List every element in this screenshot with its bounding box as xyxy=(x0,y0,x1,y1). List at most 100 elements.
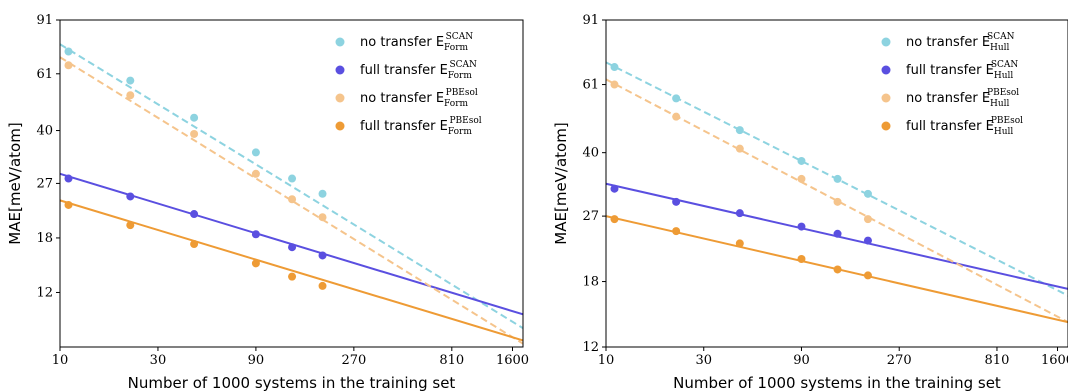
data-point-s2-2 xyxy=(190,129,199,138)
x-tick-label: 270 xyxy=(341,353,366,368)
data-point-s1-2 xyxy=(190,210,199,219)
data-point-s3-2 xyxy=(735,239,744,248)
y-tick-label: 91 xyxy=(36,13,53,28)
legend-marker-3 xyxy=(881,121,891,131)
data-point-s2-1 xyxy=(126,91,135,100)
right-chart-panel: 10 30 90 270 810 1600 12 18 27 40 61 91 Number of 10… xyxy=(552,13,1068,391)
y-tick-label: 18 xyxy=(36,231,53,246)
left-chart-panel: 10 30 90 270 810 1600 12 18 27 40 61 91 Number of 10… xyxy=(6,13,529,391)
x-tick-label: 30 xyxy=(150,353,167,368)
data-point-s1-3 xyxy=(797,222,806,231)
data-point-s0-1 xyxy=(672,94,681,103)
legend-entry-1: full transfer EHullSCAN xyxy=(906,60,1018,81)
data-point-s0-5 xyxy=(318,189,327,198)
y-tick-label: 18 xyxy=(582,275,599,290)
data-point-s1-1 xyxy=(672,197,681,206)
data-point-s2-0 xyxy=(610,80,619,89)
y-tick-label: 40 xyxy=(36,124,53,139)
y-tick-label: 61 xyxy=(582,78,599,93)
fit-line-2 xyxy=(59,56,524,345)
data-point-s0-3 xyxy=(251,148,260,157)
y-tick-label: 27 xyxy=(582,209,599,224)
data-point-s0-0 xyxy=(610,63,619,72)
y-tick-label: 61 xyxy=(36,67,53,82)
legend-entry-0: no transfer EFormSCAN xyxy=(360,32,473,53)
data-point-s2-3 xyxy=(251,169,260,178)
y-axis-title: MAE[meV/atom] xyxy=(552,122,570,244)
data-point-s3-5 xyxy=(318,281,327,290)
data-point-s2-3 xyxy=(797,174,806,183)
y-tick-label: 27 xyxy=(36,176,53,191)
data-point-s0-2 xyxy=(190,113,199,122)
data-point-s3-4 xyxy=(288,272,297,281)
data-point-s0-4 xyxy=(833,174,842,183)
data-point-s0-0 xyxy=(64,47,73,56)
legend-entry-2: no transfer EFormPBEsol xyxy=(360,88,478,109)
data-point-s3-4 xyxy=(833,265,842,274)
data-point-s3-0 xyxy=(64,200,73,209)
y-axis-title: MAE[meV/atom] xyxy=(6,122,24,244)
legend-marker-3 xyxy=(335,121,345,131)
legend-marker-1 xyxy=(335,65,345,75)
x-tick-label: 270 xyxy=(887,353,912,368)
plot-frame xyxy=(605,19,1068,348)
x-tick-label: 10 xyxy=(598,353,615,368)
x-tick-label: 810 xyxy=(439,353,464,368)
legend-entry-3: full transfer EHullPBEsol xyxy=(906,116,1023,137)
legend-entry-2: no transfer EHullPBEsol xyxy=(906,88,1019,109)
y-tick-label: 12 xyxy=(582,340,599,355)
legend-marker-2 xyxy=(335,93,345,103)
x-tick-label: 1600 xyxy=(1041,353,1068,368)
data-point-s1-0 xyxy=(64,174,73,183)
x-axis-title: Number of 1000 systems in the training s… xyxy=(128,374,456,391)
data-point-s2-5 xyxy=(863,215,872,224)
x-tick-label: 30 xyxy=(695,353,712,368)
data-point-s2-5 xyxy=(318,213,327,222)
data-point-s2-4 xyxy=(288,195,297,204)
legend-marker-1 xyxy=(881,65,891,75)
fit-line-0 xyxy=(59,43,524,330)
fit-line-2 xyxy=(605,78,1068,324)
data-point-s3-1 xyxy=(126,221,135,230)
data-point-s2-1 xyxy=(672,112,681,121)
data-point-s3-3 xyxy=(797,254,806,263)
legend-marker-0 xyxy=(881,37,891,47)
data-point-s2-2 xyxy=(735,144,744,153)
data-point-s1-4 xyxy=(833,229,842,238)
legend-entry-0: no transfer EHullSCAN xyxy=(906,32,1015,53)
x-tick-label: 90 xyxy=(793,353,810,368)
data-point-s1-5 xyxy=(318,251,327,260)
data-point-s0-3 xyxy=(797,156,806,165)
data-point-s1-0 xyxy=(610,184,619,193)
x-axis-title: Number of 1000 systems in the training s… xyxy=(673,374,1001,391)
data-point-s2-4 xyxy=(833,197,842,206)
data-point-s2-0 xyxy=(64,61,73,70)
data-point-s0-2 xyxy=(735,126,744,135)
data-point-s0-4 xyxy=(288,174,297,183)
legend-entry-1: full transfer EFormSCAN xyxy=(360,60,477,81)
x-tick-label: 810 xyxy=(985,353,1010,368)
x-tick-label: 90 xyxy=(248,353,265,368)
fit-line-3 xyxy=(59,199,524,342)
data-point-s0-1 xyxy=(126,76,135,85)
data-point-s1-2 xyxy=(735,209,744,218)
data-point-s3-5 xyxy=(863,271,872,280)
data-point-s1-4 xyxy=(288,243,297,252)
legend-entry-3: full transfer EFormPBEsol xyxy=(360,116,482,137)
data-point-s1-3 xyxy=(251,230,260,239)
y-tick-label: 12 xyxy=(36,285,53,300)
data-point-s3-3 xyxy=(251,259,260,268)
data-point-s1-5 xyxy=(863,236,872,245)
data-point-s0-5 xyxy=(863,189,872,198)
data-point-s3-1 xyxy=(672,227,681,236)
data-point-s1-1 xyxy=(126,192,135,201)
y-tick-label: 40 xyxy=(582,146,599,161)
y-tick-label: 91 xyxy=(582,13,599,28)
data-point-s3-2 xyxy=(190,240,199,249)
data-point-s3-0 xyxy=(610,215,619,224)
x-tick-label: 10 xyxy=(52,353,69,368)
legend-marker-0 xyxy=(335,37,345,47)
legend-marker-2 xyxy=(881,93,891,103)
x-tick-label: 1600 xyxy=(496,353,529,368)
